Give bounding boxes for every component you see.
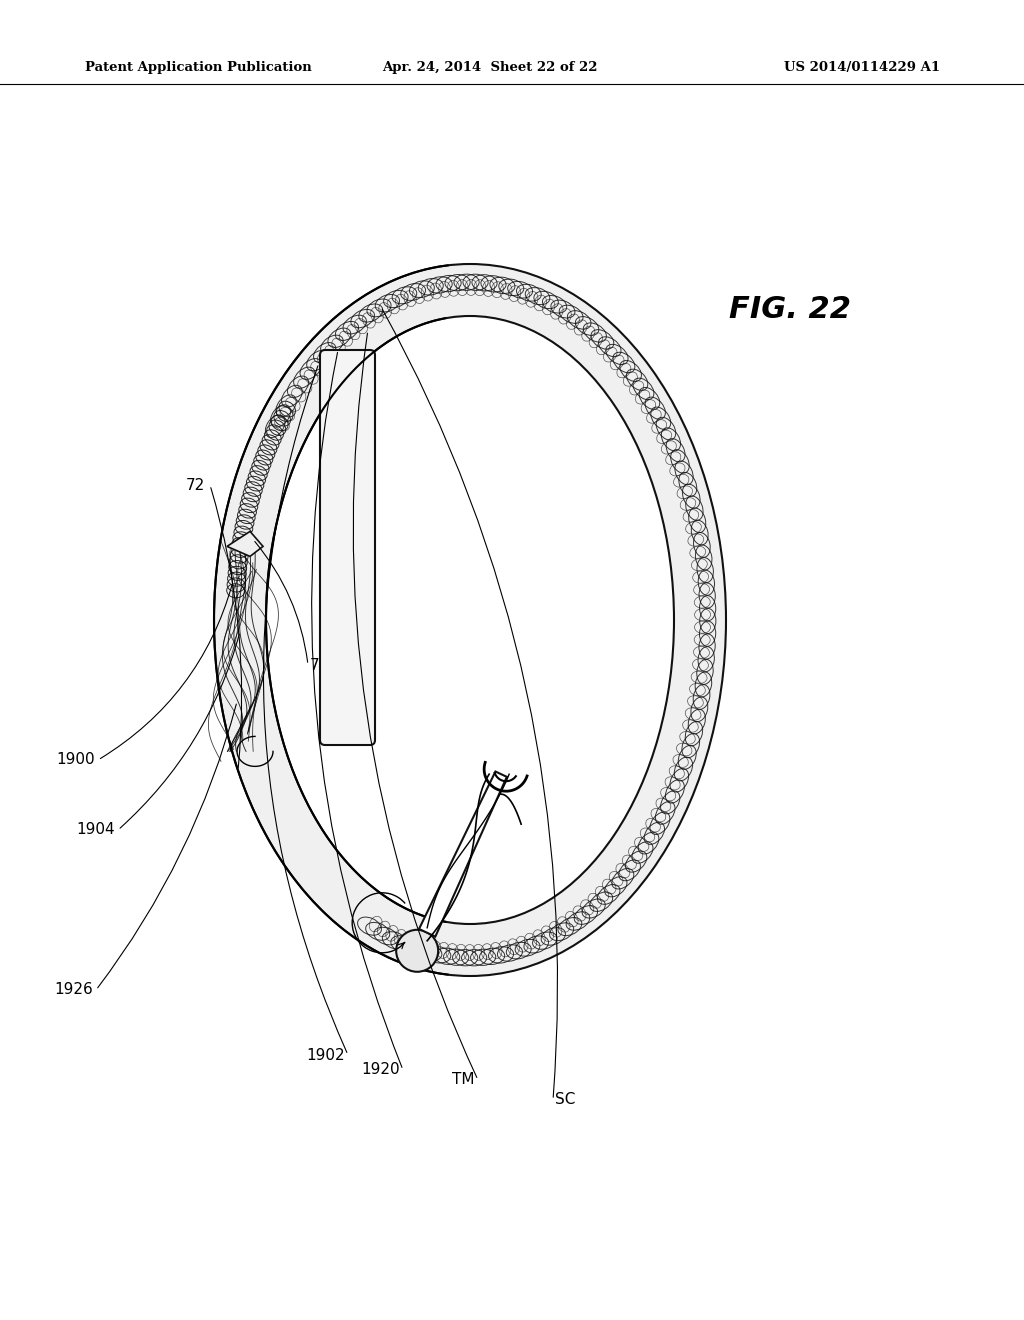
Polygon shape — [227, 532, 263, 557]
Ellipse shape — [266, 315, 674, 924]
Text: SC: SC — [555, 1093, 575, 1107]
Text: US 2014/0114229 A1: US 2014/0114229 A1 — [784, 62, 940, 74]
Text: 1902: 1902 — [306, 1048, 345, 1063]
Text: FIG. 22: FIG. 22 — [729, 296, 851, 325]
Text: 72: 72 — [185, 478, 205, 492]
Text: 1904: 1904 — [77, 822, 115, 837]
Text: TM: TM — [453, 1072, 475, 1088]
Ellipse shape — [396, 929, 438, 972]
Text: Patent Application Publication: Patent Application Publication — [85, 62, 311, 74]
FancyBboxPatch shape — [319, 350, 375, 744]
Text: Apr. 24, 2014  Sheet 22 of 22: Apr. 24, 2014 Sheet 22 of 22 — [382, 62, 598, 74]
Text: 1900: 1900 — [56, 752, 95, 767]
Text: 74: 74 — [310, 657, 330, 672]
Polygon shape — [419, 771, 507, 937]
Text: 1926: 1926 — [54, 982, 93, 998]
Ellipse shape — [214, 264, 726, 975]
Text: 1920: 1920 — [361, 1063, 400, 1077]
